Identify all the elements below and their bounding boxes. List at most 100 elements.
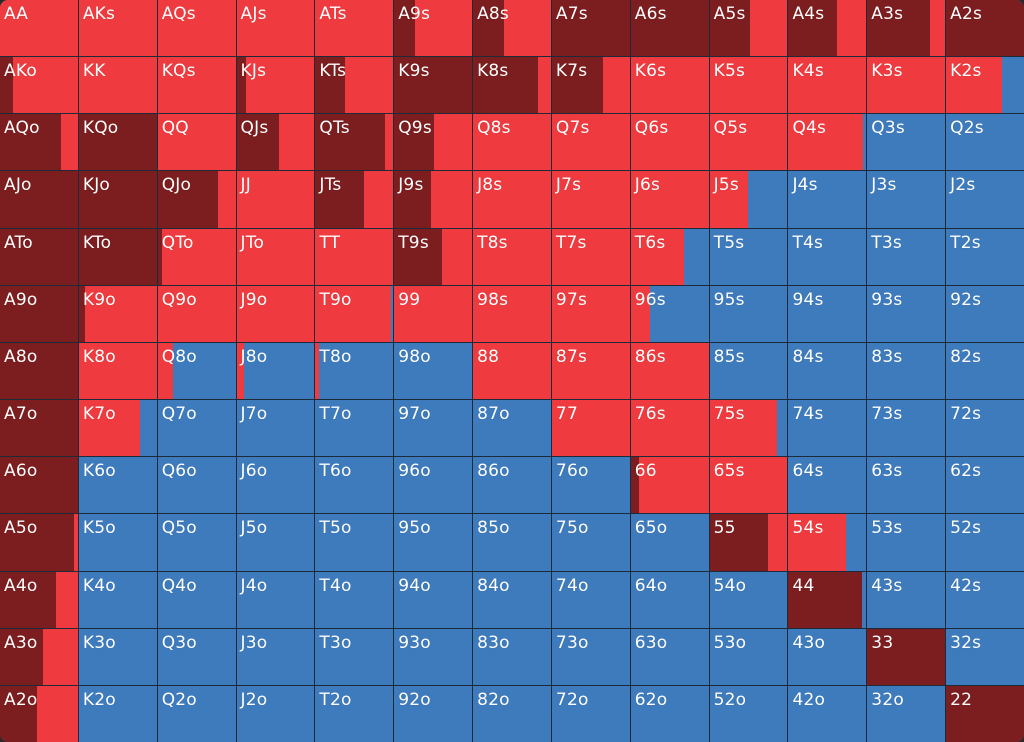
- hand-cell[interactable]: JTo: [236, 228, 315, 285]
- hand-cell[interactable]: Q6o: [157, 457, 236, 514]
- hand-cell[interactable]: A9o: [0, 285, 78, 342]
- hand-cell[interactable]: T9o: [315, 285, 394, 342]
- hand-cell[interactable]: 74o: [551, 571, 630, 628]
- hand-cell[interactable]: 54s: [788, 514, 867, 571]
- hand-cell[interactable]: J3s: [867, 171, 946, 228]
- hand-cell[interactable]: 72o: [551, 685, 630, 742]
- hand-cell[interactable]: 92o: [394, 685, 473, 742]
- hand-cell[interactable]: T7s: [551, 228, 630, 285]
- hand-cell[interactable]: 94s: [788, 285, 867, 342]
- hand-cell[interactable]: J3o: [236, 628, 315, 685]
- hand-cell[interactable]: 43s: [867, 571, 946, 628]
- hand-cell[interactable]: KJo: [78, 171, 157, 228]
- hand-cell[interactable]: A9s: [394, 0, 473, 57]
- hand-cell[interactable]: 83o: [473, 628, 551, 685]
- hand-cell[interactable]: 87o: [473, 400, 551, 457]
- hand-cell[interactable]: J2s: [946, 171, 1024, 228]
- hand-cell[interactable]: 64o: [630, 571, 709, 628]
- hand-cell[interactable]: K8s: [473, 57, 551, 114]
- hand-cell[interactable]: 92s: [946, 285, 1024, 342]
- hand-cell[interactable]: T5s: [709, 228, 788, 285]
- hand-cell[interactable]: A6o: [0, 457, 78, 514]
- hand-cell[interactable]: K6s: [630, 57, 709, 114]
- hand-cell[interactable]: QTs: [315, 114, 394, 171]
- hand-cell[interactable]: K5s: [709, 57, 788, 114]
- hand-cell[interactable]: 64s: [788, 457, 867, 514]
- hand-cell[interactable]: J8s: [473, 171, 551, 228]
- hand-cell[interactable]: TT: [315, 228, 394, 285]
- hand-cell[interactable]: Q3o: [157, 628, 236, 685]
- hand-cell[interactable]: 43o: [788, 628, 867, 685]
- hand-cell[interactable]: J8o: [236, 342, 315, 400]
- hand-cell[interactable]: 84s: [788, 342, 867, 400]
- hand-cell[interactable]: 44: [788, 571, 867, 628]
- hand-cell[interactable]: AJs: [236, 0, 315, 57]
- hand-cell[interactable]: QQ: [157, 114, 236, 171]
- hand-cell[interactable]: 82s: [946, 342, 1024, 400]
- hand-cell[interactable]: 72s: [946, 400, 1024, 457]
- hand-cell[interactable]: J6o: [236, 457, 315, 514]
- hand-cell[interactable]: KQo: [78, 114, 157, 171]
- hand-cell[interactable]: A4o: [0, 571, 78, 628]
- hand-cell[interactable]: Q3s: [867, 114, 946, 171]
- hand-cell[interactable]: Q5s: [709, 114, 788, 171]
- hand-cell[interactable]: 86s: [630, 342, 709, 400]
- hand-cell[interactable]: QJs: [236, 114, 315, 171]
- hand-cell[interactable]: J7s: [551, 171, 630, 228]
- hand-cell[interactable]: 77: [551, 400, 630, 457]
- hand-cell[interactable]: T8s: [473, 228, 551, 285]
- hand-cell[interactable]: A7s: [551, 0, 630, 57]
- hand-cell[interactable]: 63s: [867, 457, 946, 514]
- hand-cell[interactable]: 83s: [867, 342, 946, 400]
- hand-cell[interactable]: 94o: [394, 571, 473, 628]
- hand-cell[interactable]: T6o: [315, 457, 394, 514]
- hand-cell[interactable]: KTo: [78, 228, 157, 285]
- hand-cell[interactable]: JTs: [315, 171, 394, 228]
- hand-cell[interactable]: J9s: [394, 171, 473, 228]
- hand-cell[interactable]: T4o: [315, 571, 394, 628]
- hand-cell[interactable]: QTo: [157, 228, 236, 285]
- hand-cell[interactable]: Q9o: [157, 285, 236, 342]
- hand-cell[interactable]: A5o: [0, 514, 78, 571]
- hand-cell[interactable]: 65s: [709, 457, 788, 514]
- hand-cell[interactable]: J7o: [236, 400, 315, 457]
- hand-cell[interactable]: K4o: [78, 571, 157, 628]
- hand-cell[interactable]: AKs: [78, 0, 157, 57]
- hand-cell[interactable]: 93o: [394, 628, 473, 685]
- hand-cell[interactable]: 32o: [867, 685, 946, 742]
- hand-cell[interactable]: 75s: [709, 400, 788, 457]
- hand-cell[interactable]: 73o: [551, 628, 630, 685]
- hand-cell[interactable]: AQs: [157, 0, 236, 57]
- hand-cell[interactable]: QJo: [157, 171, 236, 228]
- hand-cell[interactable]: 85o: [473, 514, 551, 571]
- hand-cell[interactable]: J6s: [630, 171, 709, 228]
- hand-cell[interactable]: T5o: [315, 514, 394, 571]
- hand-cell[interactable]: A2o: [0, 685, 78, 742]
- hand-cell[interactable]: Q6s: [630, 114, 709, 171]
- hand-cell[interactable]: Q8s: [473, 114, 551, 171]
- hand-cell[interactable]: ATs: [315, 0, 394, 57]
- hand-cell[interactable]: A8o: [0, 342, 78, 400]
- hand-cell[interactable]: K9o: [78, 285, 157, 342]
- hand-cell[interactable]: K7o: [78, 400, 157, 457]
- hand-cell[interactable]: AA: [0, 0, 78, 57]
- hand-cell[interactable]: KK: [78, 57, 157, 114]
- hand-cell[interactable]: T7o: [315, 400, 394, 457]
- hand-cell[interactable]: 86o: [473, 457, 551, 514]
- hand-cell[interactable]: Q8o: [157, 342, 236, 400]
- hand-cell[interactable]: ATo: [0, 228, 78, 285]
- hand-cell[interactable]: 55: [709, 514, 788, 571]
- hand-cell[interactable]: Q4o: [157, 571, 236, 628]
- hand-cell[interactable]: A2s: [946, 0, 1024, 57]
- hand-cell[interactable]: KJs: [236, 57, 315, 114]
- hand-cell[interactable]: 76s: [630, 400, 709, 457]
- hand-cell[interactable]: 52s: [946, 514, 1024, 571]
- hand-cell[interactable]: 88: [473, 342, 551, 400]
- hand-cell[interactable]: A3o: [0, 628, 78, 685]
- hand-cell[interactable]: 73s: [867, 400, 946, 457]
- hand-cell[interactable]: T4s: [788, 228, 867, 285]
- hand-cell[interactable]: 96s: [630, 285, 709, 342]
- hand-cell[interactable]: T2o: [315, 685, 394, 742]
- hand-cell[interactable]: 32s: [946, 628, 1024, 685]
- hand-cell[interactable]: AJo: [0, 171, 78, 228]
